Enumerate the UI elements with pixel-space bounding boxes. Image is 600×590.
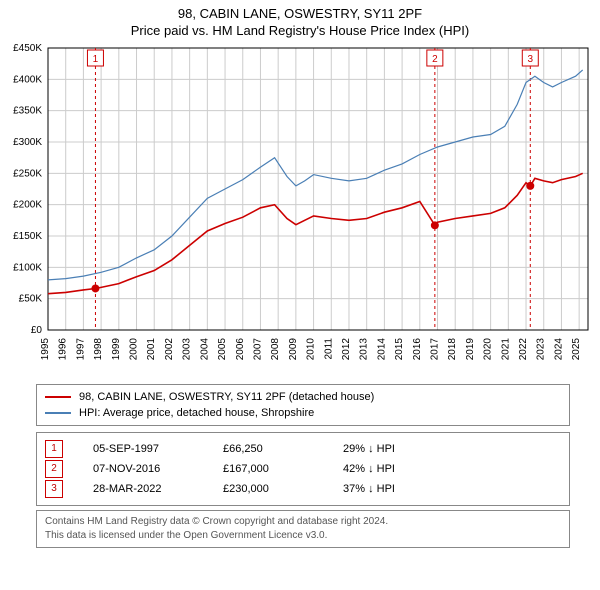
title-address: 98, CABIN LANE, OSWESTRY, SY11 2PF bbox=[0, 6, 600, 21]
marker-badge: 3 bbox=[45, 480, 63, 498]
svg-text:2024: 2024 bbox=[553, 338, 564, 361]
marker-badge: 1 bbox=[45, 440, 63, 458]
svg-text:2025: 2025 bbox=[571, 338, 582, 361]
svg-text:2020: 2020 bbox=[483, 338, 494, 361]
footer-line1: Contains HM Land Registry data © Crown c… bbox=[45, 515, 561, 529]
svg-text:£450K: £450K bbox=[13, 43, 42, 54]
marker-date: 05-SEP-1997 bbox=[93, 439, 193, 459]
svg-text:2008: 2008 bbox=[270, 338, 281, 361]
svg-text:£200K: £200K bbox=[13, 200, 42, 211]
svg-text:1: 1 bbox=[93, 54, 99, 65]
svg-text:£300K: £300K bbox=[13, 137, 42, 148]
marker-badge: 2 bbox=[45, 460, 63, 478]
marker-diff: 42% ↓ HPI bbox=[343, 459, 395, 479]
svg-text:£400K: £400K bbox=[13, 74, 42, 85]
svg-text:1996: 1996 bbox=[58, 338, 69, 361]
svg-text:2007: 2007 bbox=[252, 338, 263, 361]
svg-text:2018: 2018 bbox=[447, 338, 458, 361]
svg-text:2022: 2022 bbox=[518, 338, 529, 361]
legend: 98, CABIN LANE, OSWESTRY, SY11 2PF (deta… bbox=[36, 384, 570, 426]
svg-text:2004: 2004 bbox=[199, 338, 210, 361]
marker-diff: 37% ↓ HPI bbox=[343, 479, 395, 499]
svg-text:2009: 2009 bbox=[288, 338, 299, 361]
svg-text:1998: 1998 bbox=[93, 338, 104, 361]
legend-row: 98, CABIN LANE, OSWESTRY, SY11 2PF (deta… bbox=[45, 389, 561, 405]
svg-text:2015: 2015 bbox=[394, 338, 405, 361]
svg-text:2021: 2021 bbox=[500, 338, 511, 361]
svg-text:2016: 2016 bbox=[412, 338, 423, 361]
svg-text:3: 3 bbox=[528, 54, 534, 65]
chart-titles: 98, CABIN LANE, OSWESTRY, SY11 2PF Price… bbox=[0, 0, 600, 40]
marker-date: 28-MAR-2022 bbox=[93, 479, 193, 499]
marker-price: £66,250 bbox=[223, 439, 313, 459]
svg-text:2003: 2003 bbox=[182, 338, 193, 361]
svg-text:£350K: £350K bbox=[13, 106, 42, 117]
svg-text:£50K: £50K bbox=[19, 294, 43, 305]
marker-price: £230,000 bbox=[223, 479, 313, 499]
svg-text:2019: 2019 bbox=[465, 338, 476, 361]
line-chart: £0 £50K £100K £150K £200K £250K £300K £350K £400… bbox=[0, 40, 600, 380]
marker-row: 2 07-NOV-2016 £167,000 42% ↓ HPI bbox=[45, 459, 561, 479]
svg-text:£150K: £150K bbox=[13, 231, 42, 242]
legend-label-price: 98, CABIN LANE, OSWESTRY, SY11 2PF (deta… bbox=[79, 389, 374, 405]
svg-text:2002: 2002 bbox=[164, 338, 175, 361]
svg-text:2011: 2011 bbox=[323, 338, 334, 360]
svg-text:2013: 2013 bbox=[359, 338, 370, 361]
legend-swatch-hpi bbox=[45, 412, 71, 414]
svg-text:2012: 2012 bbox=[341, 338, 352, 361]
svg-text:2017: 2017 bbox=[430, 338, 441, 361]
marker-table: 1 05-SEP-1997 £66,250 29% ↓ HPI 2 07-NOV-2016… bbox=[36, 432, 570, 506]
svg-text:1999: 1999 bbox=[111, 338, 122, 361]
legend-row: HPI: Average price, detached house, Shro… bbox=[45, 405, 561, 421]
svg-text:2023: 2023 bbox=[536, 338, 547, 361]
marker-date: 07-NOV-2016 bbox=[93, 459, 193, 479]
chart-container: 98, CABIN LANE, OSWESTRY, SY11 2PF Price… bbox=[0, 0, 600, 548]
legend-swatch-price bbox=[45, 396, 71, 398]
svg-text:£250K: £250K bbox=[13, 168, 42, 179]
svg-text:2006: 2006 bbox=[235, 338, 246, 361]
marker-price: £167,000 bbox=[223, 459, 313, 479]
marker-row: 3 28-MAR-2022 £230,000 37% ↓ HPI bbox=[45, 479, 561, 499]
svg-text:2000: 2000 bbox=[129, 338, 140, 361]
svg-text:1997: 1997 bbox=[75, 338, 86, 361]
marker-diff: 29% ↓ HPI bbox=[343, 439, 395, 459]
svg-text:2: 2 bbox=[432, 54, 438, 65]
svg-text:2005: 2005 bbox=[217, 338, 228, 361]
svg-text:1995: 1995 bbox=[40, 338, 51, 361]
svg-text:2014: 2014 bbox=[376, 338, 387, 361]
footer: Contains HM Land Registry data © Crown c… bbox=[36, 510, 570, 548]
title-subtitle: Price paid vs. HM Land Registry's House … bbox=[0, 23, 600, 38]
svg-text:2010: 2010 bbox=[306, 338, 317, 361]
svg-text:2001: 2001 bbox=[146, 338, 157, 361]
footer-line2: This data is licensed under the Open Gov… bbox=[45, 529, 561, 543]
svg-text:£100K: £100K bbox=[13, 262, 42, 273]
svg-text:£0: £0 bbox=[31, 325, 43, 336]
marker-row: 1 05-SEP-1997 £66,250 29% ↓ HPI bbox=[45, 439, 561, 459]
legend-label-hpi: HPI: Average price, detached house, Shro… bbox=[79, 405, 314, 421]
